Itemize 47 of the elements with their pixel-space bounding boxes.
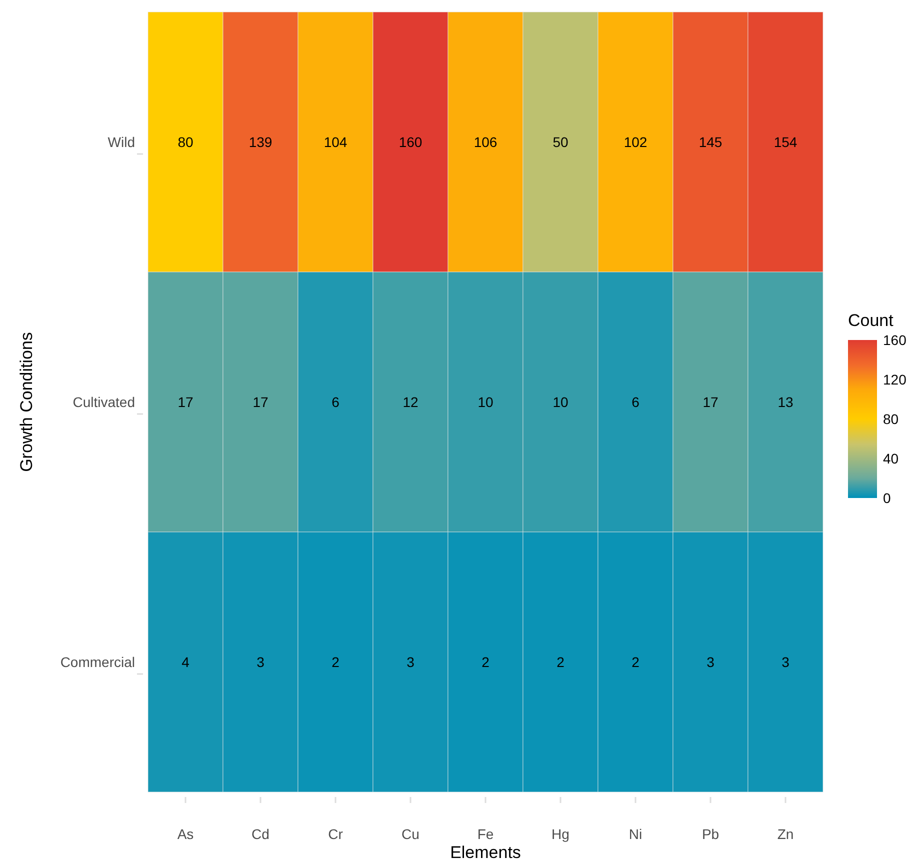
- data-label: 50: [552, 134, 568, 150]
- x-tick-label: Cr: [328, 826, 344, 842]
- y-axis-title: Growth Conditions: [17, 332, 36, 472]
- x-axis-title: Elements: [450, 843, 521, 862]
- data-label: 3: [406, 654, 415, 670]
- data-label: 2: [632, 654, 640, 670]
- x-tick-label: Cd: [252, 826, 270, 842]
- data-label: 139: [248, 134, 272, 150]
- y-tick-label: Wild: [108, 134, 135, 150]
- x-tick-label: Cu: [402, 826, 420, 842]
- color-bar-label: 160: [883, 332, 907, 348]
- data-label: 106: [474, 134, 498, 150]
- data-label: 6: [332, 394, 340, 410]
- x-tick-label: Pb: [702, 826, 720, 842]
- data-label: 3: [706, 654, 715, 670]
- data-label: 6: [632, 394, 640, 410]
- data-label: 10: [552, 394, 568, 410]
- color-bar-label: 80: [883, 410, 899, 427]
- data-label: 3: [256, 654, 265, 670]
- y-tick-label: Cultivated: [72, 394, 135, 410]
- data-label: 102: [624, 134, 648, 150]
- x-tick-label: Ni: [628, 826, 642, 842]
- data-label: 10: [478, 394, 494, 410]
- x-tick-label: Fe: [477, 826, 494, 842]
- data-label: 13: [778, 394, 794, 410]
- x-tick-label: Hg: [552, 826, 570, 842]
- data-label: 17: [178, 394, 194, 410]
- x-tick-label: As: [177, 826, 194, 842]
- data-label: 2: [482, 654, 490, 670]
- data-label: 17: [252, 394, 268, 410]
- data-label: 4: [182, 654, 190, 670]
- data-label: 12: [402, 394, 418, 410]
- data-label: 3: [782, 654, 790, 670]
- color-bar-label: 120: [883, 371, 907, 388]
- data-label: 160: [398, 134, 422, 150]
- data-label: 104: [324, 134, 348, 150]
- data-label: 2: [332, 654, 340, 670]
- x-tick-label: Zn: [777, 826, 794, 842]
- y-tick-label: Commercial: [60, 654, 135, 670]
- legend-title: Count: [848, 311, 894, 330]
- color-bar-label: 40: [883, 450, 899, 466]
- data-label: 154: [774, 134, 798, 150]
- data-label: 145: [698, 134, 722, 150]
- data-label: 80: [178, 134, 194, 150]
- data-label: 2: [556, 654, 565, 670]
- data-label: 17: [702, 394, 718, 410]
- color-bar-label: 0: [883, 490, 891, 506]
